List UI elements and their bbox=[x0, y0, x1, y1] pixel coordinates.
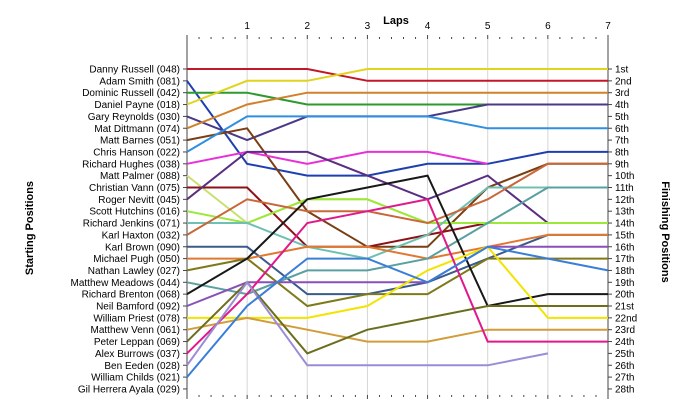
finishing-position-labels: 1st2nd3rd4th5th6th7th8th9th10th11th12th1… bbox=[615, 65, 637, 396]
starting-label: Alex Burrows (037) bbox=[95, 349, 180, 360]
finishing-label: 8th bbox=[615, 147, 629, 158]
series-line-14 bbox=[187, 186, 608, 260]
starting-label: Gil Herrera Ayala (029) bbox=[78, 384, 180, 395]
series-line-19 bbox=[186, 186, 608, 296]
finishing-label: 1st bbox=[615, 65, 629, 76]
series-line-5 bbox=[186, 103, 608, 142]
series-line-13 bbox=[186, 198, 608, 225]
starting-label: Roger Nevitt (045) bbox=[98, 195, 180, 206]
series-line-6 bbox=[186, 91, 608, 130]
starting-label: Ben Eeden (028) bbox=[104, 361, 180, 372]
series-line-23 bbox=[186, 316, 608, 343]
starting-label: Michael Pugh (050) bbox=[93, 254, 180, 265]
finishing-label: 24th bbox=[615, 337, 634, 348]
series-line-8 bbox=[186, 115, 608, 153]
y-axis-left-label: Starting Positions bbox=[24, 181, 36, 275]
series-line-3 bbox=[187, 91, 608, 106]
starting-label: Dominic Russell (042) bbox=[82, 88, 180, 99]
finishing-label: 28th bbox=[615, 384, 634, 395]
x-tick-label: 3 bbox=[365, 21, 371, 32]
starting-label: Adam Smith (081) bbox=[99, 76, 180, 87]
finishing-label: 7th bbox=[615, 136, 629, 147]
series-line-17 bbox=[187, 233, 608, 260]
finishing-label: 2nd bbox=[615, 76, 632, 87]
finishing-label: 27th bbox=[615, 373, 634, 384]
finishing-label: 10th bbox=[615, 171, 634, 182]
series-line-4 bbox=[186, 68, 608, 106]
x-tick-label: 5 bbox=[485, 21, 491, 32]
starting-label: Matt Palmer (088) bbox=[100, 171, 180, 182]
starting-label: Karl Haxton (032) bbox=[102, 230, 180, 241]
starting-label: Scott Hutchins (016) bbox=[89, 207, 180, 218]
finishing-label: 5th bbox=[615, 112, 629, 123]
finishing-label: 6th bbox=[615, 124, 629, 135]
starting-label: Matthew Venn (061) bbox=[91, 325, 181, 336]
finishing-label: 3rd bbox=[615, 88, 629, 99]
series-line-9 bbox=[186, 150, 488, 165]
finishing-label: 19th bbox=[615, 278, 634, 289]
finishing-label: 12th bbox=[615, 195, 634, 206]
starting-label: Richard Brenton (068) bbox=[82, 290, 180, 301]
starting-label: Richard Hughes (038) bbox=[82, 159, 180, 170]
chart-title: Laps bbox=[383, 15, 409, 27]
series-line-25 bbox=[186, 198, 608, 355]
starting-label: Gary Reynolds (030) bbox=[88, 112, 180, 123]
finishing-label: 17th bbox=[615, 254, 634, 265]
finishing-label: 15th bbox=[615, 230, 634, 241]
y-axis-right-label: Finishing Positions bbox=[659, 181, 671, 282]
series-line-1 bbox=[187, 68, 608, 82]
x-tick-label: 7 bbox=[605, 21, 611, 32]
series-lines bbox=[186, 68, 609, 378]
finishing-label: 20th bbox=[615, 290, 634, 301]
starting-label: William Priest (078) bbox=[93, 313, 180, 324]
x-tick-label: 2 bbox=[305, 21, 311, 32]
axes bbox=[183, 35, 612, 399]
x-tick-label: 4 bbox=[425, 21, 431, 32]
starting-label: Danny Russell (048) bbox=[89, 65, 180, 76]
finishing-label: 22nd bbox=[615, 313, 637, 324]
series-line-2 bbox=[186, 80, 608, 177]
starting-label: Nathan Lawley (027) bbox=[88, 266, 180, 277]
starting-label: Karl Brown (090) bbox=[105, 242, 180, 253]
series-line-27 bbox=[186, 245, 609, 378]
starting-position-labels: Danny Russell (048)Adam Smith (081)Domin… bbox=[71, 65, 181, 396]
x-tick-label: 1 bbox=[244, 21, 250, 32]
series-line-20 bbox=[186, 174, 608, 308]
starting-label: Peter Leppan (069) bbox=[94, 337, 180, 348]
starting-label: Richard Jenkins (071) bbox=[83, 219, 180, 230]
starting-label: Matthew Meadows (044) bbox=[71, 278, 181, 289]
series-line-24 bbox=[186, 280, 608, 355]
finishing-label: 4th bbox=[615, 100, 629, 111]
series-line-26 bbox=[186, 280, 549, 367]
finishing-label: 13th bbox=[615, 207, 634, 218]
starting-label: Chris Hanson (022) bbox=[93, 147, 180, 158]
x-tick-label: 6 bbox=[545, 21, 551, 32]
series-line-15 bbox=[186, 162, 608, 236]
starting-label: Christian Vann (075) bbox=[89, 183, 180, 194]
starting-label: Matt Barnes (051) bbox=[100, 136, 180, 147]
starting-label: Daniel Payne (018) bbox=[94, 100, 180, 111]
finishing-label: 26th bbox=[615, 361, 634, 372]
series-line-18 bbox=[186, 257, 608, 308]
x-tick-labels: 1 2 3 4 5 6 7 bbox=[244, 21, 611, 32]
finishing-label: 11th bbox=[615, 183, 634, 194]
starting-label: Mat Dittmann (074) bbox=[94, 124, 180, 135]
starting-label: Neil Bamford (092) bbox=[96, 302, 180, 313]
finishing-label: 23rd bbox=[615, 325, 635, 336]
starting-label: William Childs (021) bbox=[91, 373, 180, 384]
finishing-label: 16th bbox=[615, 242, 634, 253]
finishing-label: 25th bbox=[615, 349, 634, 360]
finishing-label: 21st bbox=[615, 302, 634, 313]
finishing-label: 14th bbox=[615, 219, 634, 230]
finishing-label: 9th bbox=[615, 159, 629, 170]
finishing-label: 18th bbox=[615, 266, 634, 277]
series-line-12 bbox=[186, 150, 608, 224]
